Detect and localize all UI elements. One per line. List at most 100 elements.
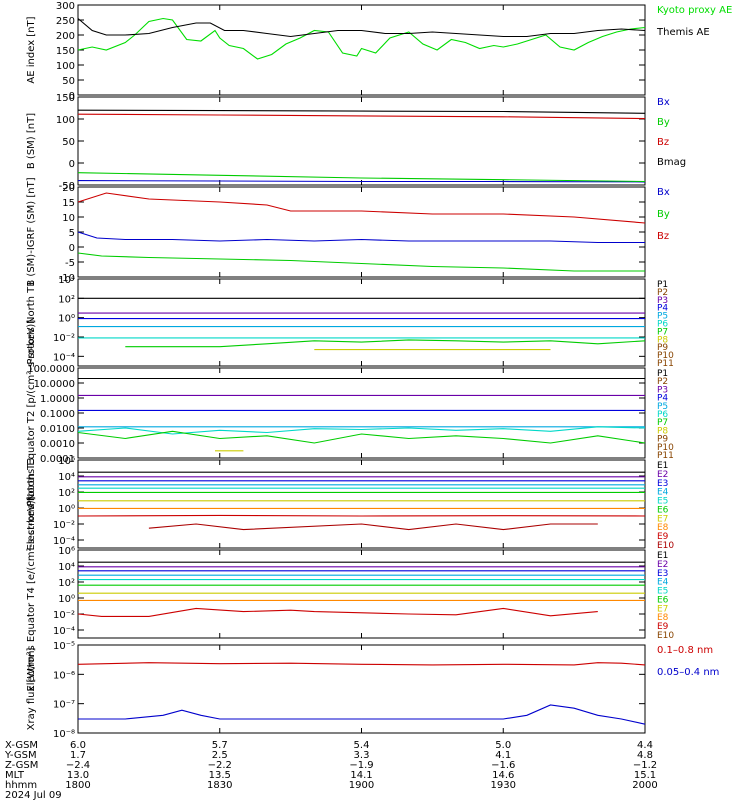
y-tick-label: 0 (69, 159, 75, 170)
series-line-by (77, 252, 645, 272)
y-axis-label: B (SM) [nT] (26, 113, 37, 169)
panel-frame (77, 644, 646, 734)
legend-item: E7 (657, 604, 668, 614)
axis-row-value: 1800 (65, 780, 90, 791)
legend-item: P5 (657, 312, 668, 322)
axis-row-value: 4.8 (637, 750, 653, 761)
legend-item: Themis AE (656, 27, 710, 38)
y-tick-label: 100 (56, 115, 75, 126)
y-axis-label: AE index [nT] (26, 16, 37, 83)
y-tick-label: 10² (58, 294, 75, 305)
legend-item: P1 (657, 369, 668, 379)
panel-7: 10⁻⁴ 10⁻² 10⁰ 10² 10⁴ 10⁶ Electrons Equator T4… (26, 496, 674, 691)
y-tick-label: 0.0010 (40, 439, 75, 450)
series-line-bx (77, 180, 646, 183)
y-tick-label: 300 (56, 1, 75, 12)
y-tick-label: 10⁰ (58, 504, 75, 515)
panel-frame (77, 549, 646, 639)
panel-frame (77, 459, 646, 549)
y-axis-label: Protons Equator T2 [p/(cm²-s-sr-keV)] (26, 320, 37, 507)
legend-item: P9 (657, 343, 668, 353)
y-axis-label: Electrons Equator T4 [e/(cm²-s-sr-keV)] (26, 496, 37, 691)
legend-item: P6 (657, 410, 668, 420)
panel-frame (77, 367, 646, 459)
legend-item: E6 (657, 595, 669, 605)
series-line-p7 (125, 339, 646, 348)
y-tick-label: 15 (62, 198, 75, 209)
legend-item: P6 (657, 320, 668, 330)
series-line-e9 (77, 607, 598, 617)
axis-row-label: Z-GSM (5, 760, 38, 771)
y-tick-label: 150 (56, 93, 75, 104)
series-line-0-05-0-4-nm (78, 704, 646, 725)
legend-item: E9 (657, 622, 669, 632)
legend-item: P10 (657, 351, 674, 361)
legend-item: P11 (657, 359, 674, 369)
y-tick-label: 100.0000 (27, 364, 75, 375)
y-tick-label: 10⁻⁸ (53, 729, 75, 740)
y-tick-label: 10⁴ (58, 275, 75, 286)
legend-item: 0.05–0.4 nm (657, 667, 719, 678)
series-line-bx (77, 231, 645, 244)
y-axis-label: B (SM)-IGRF (SM) [nT] (26, 177, 37, 286)
legend-item: P2 (657, 377, 668, 387)
legend-item: By (657, 117, 670, 128)
axis-row-value: −2.2 (208, 760, 232, 771)
y-tick-label: 100 (56, 61, 75, 72)
axis-row-value: 1.7 (70, 750, 86, 761)
y-tick-label: 10⁰ (58, 314, 75, 325)
axis-row-value: 6.0 (70, 740, 86, 751)
axis-row-value: 5.0 (495, 740, 511, 751)
axis-row-value: 14.6 (492, 770, 514, 781)
legend-item: E5 (657, 587, 668, 597)
y-tick-label: 250 (56, 16, 75, 27)
legend-item: P4 (657, 394, 668, 404)
y-tick-label: 10⁴ (58, 472, 75, 483)
legend-item: P1 (657, 280, 668, 290)
legend-item: P7 (657, 418, 668, 428)
legend-item: Bz (657, 231, 669, 242)
panel-frame (77, 278, 646, 367)
series-line-p7 (77, 430, 646, 444)
legend-item: E8 (657, 523, 669, 533)
legend-item: P2 (657, 288, 668, 298)
y-tick-label: 20 (62, 183, 75, 194)
legend-item: By (657, 209, 670, 220)
legend-item: P4 (657, 304, 668, 314)
y-tick-label: 10 (62, 213, 75, 224)
legend-item: E8 (657, 613, 669, 623)
legend-item: E7 (657, 514, 668, 524)
axis-row-value: 4.4 (637, 740, 653, 751)
axis-row-value: 5.7 (212, 740, 228, 751)
y-tick-label: 10⁻⁵ (53, 641, 75, 652)
legend-item: P8 (657, 335, 668, 345)
axis-row-value: 2000 (632, 780, 657, 791)
y-tick-label: 10⁶ (58, 456, 75, 467)
axis-row-label: MLT (5, 770, 25, 781)
legend-item: P5 (657, 402, 668, 412)
y-tick-label: 10² (58, 488, 75, 499)
axis-row-value: 4.1 (495, 750, 511, 761)
series-line-kyoto-proxy-ae (77, 17, 646, 60)
y-tick-label: 10⁰ (58, 594, 75, 605)
legend-item: E6 (657, 505, 669, 515)
legend-item: E2 (657, 470, 668, 480)
y-tick-label: 10⁻² (53, 333, 75, 344)
legend-item: Bmag (657, 157, 686, 168)
series-line-e10 (148, 523, 598, 531)
y-tick-label: 50 (62, 137, 75, 148)
series-line-by (77, 172, 646, 183)
axis-row-value: −2.4 (66, 760, 90, 771)
series-line-e9 (77, 514, 646, 517)
legend-item: P3 (657, 385, 668, 395)
y-tick-label: 10² (58, 578, 75, 589)
panel-8: 10⁻⁸ 10⁻⁷ 10⁻⁶ 10⁻⁵ Xray flux [W/m²] 0.1–0.8 … (26, 641, 719, 740)
y-tick-label: -10 (59, 273, 75, 284)
legend-item: Bx (657, 187, 670, 198)
y-tick-label: 1.0000 (40, 394, 75, 405)
y-tick-label: 10⁻⁶ (53, 670, 75, 681)
legend-item: E2 (657, 560, 668, 570)
axis-row-value: −1.6 (491, 760, 515, 771)
legend-item: P8 (657, 426, 668, 436)
legend-item: E5 (657, 497, 668, 507)
